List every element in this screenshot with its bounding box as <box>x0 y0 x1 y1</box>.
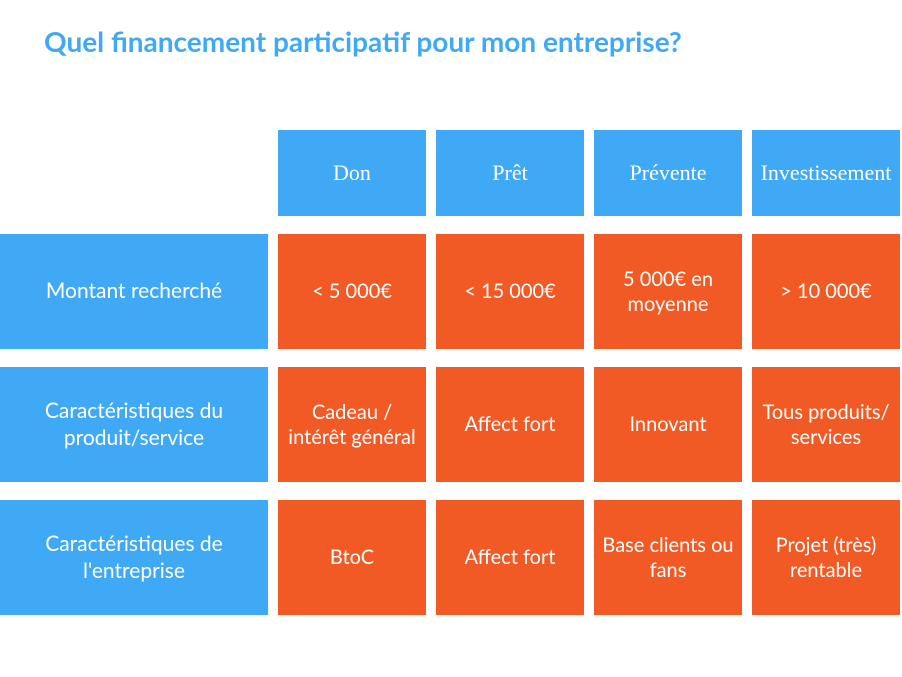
table-cell: < 5 000€ <box>278 234 426 349</box>
table-cell: < 15 000€ <box>436 234 584 349</box>
table-cell: Projet (très) rentable <box>752 500 900 615</box>
table-cell: Cadeau / intérêt général <box>278 367 426 482</box>
row-header-montant: Montant recherché <box>0 234 268 349</box>
col-header-pret: Prêt <box>436 130 584 216</box>
col-header-don: Don <box>278 130 426 216</box>
table-cell: 5 000€ en moyenne <box>594 234 742 349</box>
table-cell: > 10 000€ <box>752 234 900 349</box>
page-title: Quel financement participatif pour mon e… <box>0 0 902 58</box>
table-cell: Base clients ou fans <box>594 500 742 615</box>
table-cell: Affect fort <box>436 500 584 615</box>
table-corner-empty <box>0 130 268 216</box>
row-header-entreprise: Caractéristiques de l'entreprise <box>0 500 268 615</box>
comparison-table: Don Prêt Prévente Investissement Montant… <box>0 130 902 615</box>
table-cell: Affect fort <box>436 367 584 482</box>
col-header-prevente: Prévente <box>594 130 742 216</box>
table-cell: BtoC <box>278 500 426 615</box>
row-header-produit: Caractéristiques du produit/service <box>0 367 268 482</box>
table-cell: Innovant <box>594 367 742 482</box>
table-cell: Tous produits/ services <box>752 367 900 482</box>
col-header-investissement: Investissement <box>752 130 900 216</box>
